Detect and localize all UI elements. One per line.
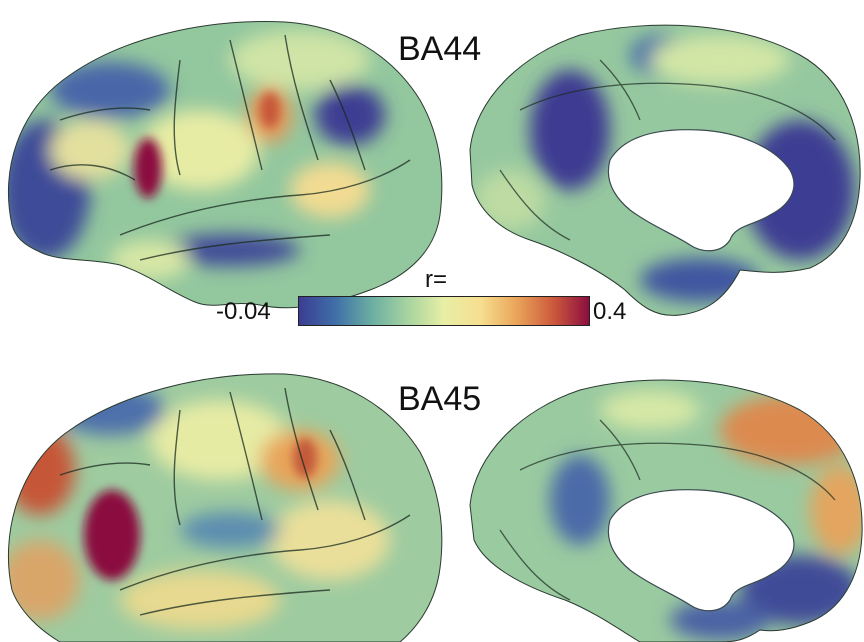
- colorbar-title: r=: [425, 266, 448, 293]
- colorbar: [298, 296, 590, 326]
- panel-title-ba44: BA44: [398, 30, 482, 68]
- colorbar-max-label: 0.4: [593, 298, 627, 325]
- panel-title-ba45: BA45: [398, 380, 482, 418]
- colorbar-min-label: -0.04: [216, 298, 271, 325]
